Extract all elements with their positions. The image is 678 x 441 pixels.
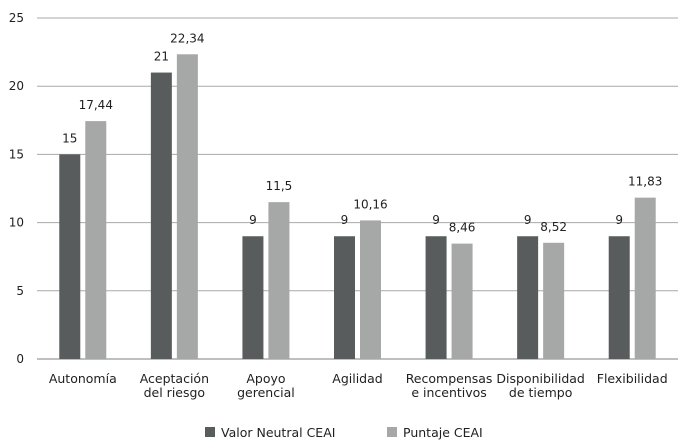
bar-valor-neutral-1 xyxy=(150,72,172,359)
category-label: Flexibilidad xyxy=(597,371,668,386)
data-label: 9 xyxy=(615,213,623,227)
y-tick-label: 15 xyxy=(9,147,24,161)
category-label: Disponibilidad de tiempo xyxy=(496,371,584,400)
y-tick-label: 10 xyxy=(9,216,24,230)
legend-label: Valor Neutral CEAI xyxy=(221,425,335,440)
bar-puntaje-3 xyxy=(360,220,381,359)
data-label: 22,34 xyxy=(170,31,204,45)
y-tick-label: 25 xyxy=(9,11,24,25)
category-label-line: Agilidad xyxy=(332,371,382,386)
bar-valor-neutral-3 xyxy=(334,236,355,359)
category-label: Apoyo gerencial xyxy=(237,371,295,400)
data-label: 9 xyxy=(341,213,349,227)
category-label-line: Aceptación xyxy=(140,371,209,386)
bar-valor-neutral-0 xyxy=(59,154,81,359)
category-label: Recompensas e incentivos xyxy=(406,371,493,400)
bar-valor-neutral-2 xyxy=(242,236,264,359)
data-label: 10,16 xyxy=(353,197,387,211)
data-label: 8,46 xyxy=(449,221,476,235)
data-label: 21 xyxy=(154,50,169,64)
bar-puntaje-0 xyxy=(85,121,107,359)
legend: Valor Neutral CEAI Puntaje CEAI xyxy=(205,425,483,440)
legend-label: Puntaje CEAI xyxy=(403,425,483,440)
bar-puntaje-5 xyxy=(543,242,565,359)
bar-puntaje-6 xyxy=(634,197,656,359)
bar-puntaje-4 xyxy=(451,243,473,359)
y-tick-label: 5 xyxy=(16,284,24,298)
bar-valor-neutral-5 xyxy=(517,236,539,359)
category-label-line: Apoyo xyxy=(246,371,285,386)
data-label: 9 xyxy=(432,213,440,227)
bar-valor-neutral-6 xyxy=(608,236,630,359)
data-label: 11,5 xyxy=(266,179,293,193)
legend-swatch xyxy=(387,427,397,437)
data-label: 15 xyxy=(62,131,77,145)
data-label: 9 xyxy=(249,213,257,227)
bar-valor-neutral-4 xyxy=(425,236,447,359)
category-label-line: del riesgo xyxy=(144,385,205,400)
category-label-line: e incentivos xyxy=(411,385,486,400)
bar-puntaje-2 xyxy=(268,202,290,359)
gridlines xyxy=(37,17,678,360)
category-label: Agilidad xyxy=(332,371,382,386)
category-labels: Autonomía Aceptación del riesgo Apoyo gerenc… xyxy=(49,371,668,400)
category-label-line: Recompensas xyxy=(406,371,493,386)
bars xyxy=(59,54,656,359)
category-label-line: Autonomía xyxy=(49,371,117,386)
legend-swatch xyxy=(205,427,215,437)
y-axis-ticks: 0 5 10 15 20 25 xyxy=(9,11,24,366)
data-label: 17,44 xyxy=(79,98,113,112)
category-label-line: Disponibilidad xyxy=(496,371,584,386)
category-label-line: Flexibilidad xyxy=(597,371,668,386)
y-tick-label: 20 xyxy=(9,79,24,93)
category-label-line: de tiempo xyxy=(509,385,572,400)
category-label: Autonomía xyxy=(49,371,117,386)
data-label: 8,52 xyxy=(540,220,567,234)
category-label-line: gerencial xyxy=(237,385,295,400)
bar-puntaje-1 xyxy=(176,54,198,359)
data-label: 9 xyxy=(524,213,532,227)
category-label: Aceptación del riesgo xyxy=(140,371,209,400)
y-tick-label: 0 xyxy=(16,352,24,366)
data-label: 11,83 xyxy=(628,175,662,189)
